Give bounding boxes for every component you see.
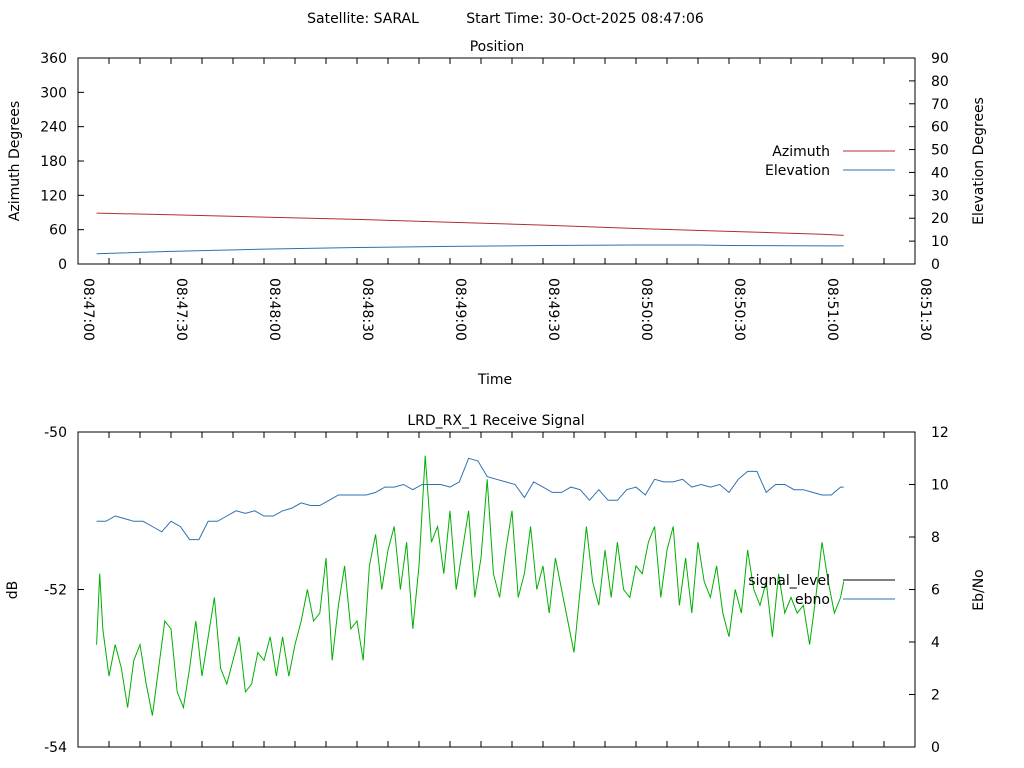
x-tick-label: 08:49:30 [545, 278, 561, 341]
time-axis-label: Time [477, 372, 512, 388]
x-tick-label: 08:48:30 [359, 278, 375, 341]
y2-tick-label: 8 [931, 530, 940, 546]
y2-tick-label: 50 [931, 143, 949, 159]
y2-tick-label: 10 [931, 234, 949, 250]
y-tick-label: -54 [44, 740, 67, 756]
x-tick-label: 08:50:00 [638, 278, 654, 341]
y-tick-label: 180 [40, 154, 67, 170]
x-tick-label: 08:51:00 [824, 278, 840, 341]
position-series-lines [96, 212, 844, 255]
elevation-axis-label: Elevation Degrees [971, 97, 987, 225]
x-tick-label: 08:47:30 [173, 278, 189, 341]
x-tick-label: 08:50:30 [731, 278, 747, 341]
position-axis-ticks: 0 60 120 180 240 300 360 0 10 20 30 40 50 60 70 80 90 08:… [40, 51, 949, 341]
y-tick-label: 0 [58, 257, 67, 273]
y2-tick-label: 6 [931, 583, 940, 599]
y2-tick-label: 30 [931, 188, 949, 204]
y-tick-label: 300 [40, 85, 67, 101]
series-line-signal-level [96, 455, 845, 716]
series-line-elevation [96, 244, 844, 255]
y-tick-label: -52 [44, 583, 67, 599]
position-legend: Azimuth Elevation [765, 144, 895, 179]
y2-tick-label: 0 [931, 740, 940, 756]
y2-tick-label: 80 [931, 74, 949, 90]
y2-tick-label: 0 [931, 257, 940, 273]
y2-tick-label: 90 [931, 51, 949, 67]
x-tick-label: 08:47:00 [80, 278, 96, 341]
x-tick-label: 08:49:00 [452, 278, 468, 341]
series-line-azimuth [96, 212, 844, 236]
y2-tick-label: 10 [931, 478, 949, 494]
receive-signal-axis-ticks: -54 -52 -50 0 2 4 6 8 10 12 [44, 425, 949, 756]
x-tick-label: 08:51:30 [917, 278, 933, 341]
series-line-ebno [96, 457, 844, 541]
y-tick-label: 60 [49, 223, 67, 239]
receive-signal-chart-title: LRD_RX_1 Receive Signal [407, 413, 584, 429]
y2-tick-label: 2 [931, 688, 940, 704]
position-chart-title: Position [470, 39, 525, 55]
ebno-axis-label: Eb/No [971, 569, 987, 611]
y-tick-label: 120 [40, 188, 67, 204]
db-axis-label: dB [5, 581, 21, 600]
y2-tick-label: 12 [931, 425, 949, 441]
legend-label-signal-level: signal_level [748, 573, 830, 589]
y2-tick-label: 4 [931, 635, 940, 651]
y2-tick-label: 60 [931, 120, 949, 136]
y2-tick-label: 70 [931, 97, 949, 113]
position-chart: Position Azimuth Degrees Elevation Degre… [7, 39, 987, 388]
y-tick-label: 360 [40, 51, 67, 67]
y-tick-label: 240 [40, 120, 67, 136]
legend-label-ebno: ebno [795, 592, 830, 608]
y-tick-label: -50 [44, 425, 67, 441]
x-tick-label: 08:48:00 [266, 278, 282, 341]
start-time: Start Time: 30-Oct-2025 08:47:06 [466, 11, 704, 27]
y2-tick-label: 40 [931, 165, 949, 181]
azimuth-axis-label: Azimuth Degrees [7, 101, 23, 221]
receive-signal-series-lines [96, 455, 845, 716]
y2-tick-label: 20 [931, 211, 949, 227]
legend-label-azimuth: Azimuth [772, 144, 830, 160]
receive-signal-chart: LRD_RX_1 Receive Signal dB Eb/No -54-52-… [5, 413, 987, 756]
satellite-name: Satellite: SARAL [307, 11, 419, 27]
legend-label-elevation: Elevation [765, 163, 830, 179]
